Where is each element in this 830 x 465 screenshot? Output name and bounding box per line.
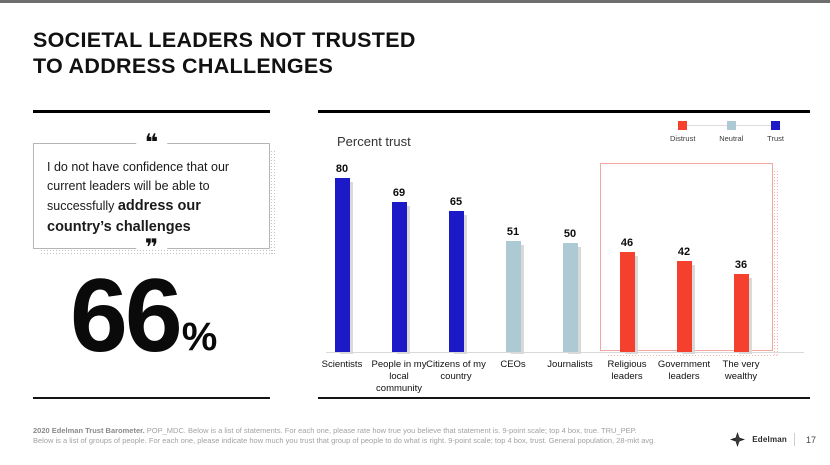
page-title: SOCIETAL LEADERS NOT TRUSTED TO ADDRESS … — [33, 27, 553, 79]
bar-category-label: CEOs — [500, 359, 526, 370]
legend-label: Neutral — [719, 134, 744, 143]
bar — [505, 241, 521, 352]
bar-chart: 80 Scientists 69 People in my local communi… — [318, 150, 810, 400]
bar-column: 46 Religious leaders — [599, 237, 655, 382]
bar-value-label: 80 — [335, 163, 349, 175]
neutral-swatch-icon — [726, 121, 736, 130]
legend-label: Distrust — [670, 134, 696, 143]
bar — [562, 243, 578, 352]
legend-item-trust: Trust — [767, 121, 784, 143]
legend-item-distrust: Distrust — [670, 121, 695, 143]
divider-left-top — [33, 110, 270, 113]
divider-right-bottom — [318, 397, 810, 399]
quote-box: ❝ I do not have confidence that our curr… — [33, 132, 276, 260]
quote-box-shadow-right — [270, 150, 276, 254]
stat-unit: % — [181, 315, 218, 360]
brand-block: Edelman 17 — [730, 432, 820, 447]
bar — [676, 261, 692, 352]
footer-source-title: 2020 Edelman Trust Barometer. — [33, 426, 145, 435]
stat-66-percent: 66 % — [70, 258, 218, 374]
bar-column: 65 Citizens of my country — [426, 196, 486, 382]
chart-legend: Distrust Neutral Trust — [670, 121, 784, 143]
bar-value-label: 50 — [563, 228, 577, 240]
bar-column: 51 CEOs — [485, 226, 541, 370]
bar-value-label: 51 — [506, 226, 520, 238]
distrust-swatch-icon — [678, 121, 688, 130]
bar-category-label: People in my local community — [371, 359, 427, 394]
highlight-box-shadow-right — [773, 170, 779, 356]
brand-name: Edelman — [752, 435, 787, 444]
stat-value: 66 — [70, 258, 183, 374]
bar-category-label: Religious leaders — [607, 359, 647, 382]
quote-text-bold: address our country’s challenges — [47, 197, 201, 236]
bar — [391, 202, 407, 352]
bar-category-label: Journalists — [547, 359, 593, 370]
page-number: 17 — [805, 434, 816, 445]
footer-line1: POP_MDC. Below is a list of statements. … — [144, 426, 637, 435]
quote-text: I do not have confidence that our curren… — [47, 160, 230, 236]
bar-category-label: Citizens of my country — [426, 359, 486, 382]
bar-value-label: 65 — [449, 196, 463, 208]
open-quote-icon: ❝ — [135, 132, 168, 155]
legend-item-neutral: Neutral — [719, 121, 743, 143]
bar-column: 80 Scientists — [314, 163, 370, 370]
x-axis-line — [326, 352, 804, 353]
bar-value-label: 36 — [734, 259, 748, 271]
edelman-logo-icon — [730, 432, 746, 447]
page-title-line2: TO ADDRESS CHALLENGES — [33, 54, 334, 78]
page-divider — [794, 433, 795, 446]
bar-category-label: Scientists — [321, 359, 363, 370]
bar — [334, 178, 350, 352]
divider-right-top — [318, 110, 810, 113]
bar-column: 36 The very wealthy — [713, 259, 769, 382]
page-title-line1: SOCIETAL LEADERS NOT TRUSTED — [33, 28, 416, 52]
chart-title: Percent trust — [337, 134, 411, 149]
bar-column: 50 Journalists — [542, 228, 598, 370]
bar — [448, 211, 464, 352]
bar — [619, 252, 635, 352]
divider-left-bottom — [33, 397, 270, 399]
bar-value-label: 42 — [677, 246, 691, 258]
bar-category-label: The very wealthy — [722, 359, 760, 382]
bar — [733, 274, 749, 352]
top-strip — [0, 0, 830, 3]
bar-category-label: Government leaders — [657, 359, 711, 382]
bar-value-label: 69 — [392, 187, 406, 199]
trust-swatch-icon — [771, 121, 781, 130]
bar-column: 42 Government leaders — [656, 246, 712, 382]
quote-box-shadow-bottom — [40, 249, 275, 255]
legend-label: Trust — [767, 134, 784, 143]
footer-line2: Below is a list of groups of people. For… — [33, 436, 656, 445]
highlight-box-shadow-bottom — [607, 351, 778, 357]
footer-source-note: 2020 Edelman Trust Barometer. POP_MDC. B… — [33, 426, 733, 446]
bar-column: 69 People in my local community — [371, 187, 427, 394]
bar-value-label: 46 — [620, 237, 634, 249]
